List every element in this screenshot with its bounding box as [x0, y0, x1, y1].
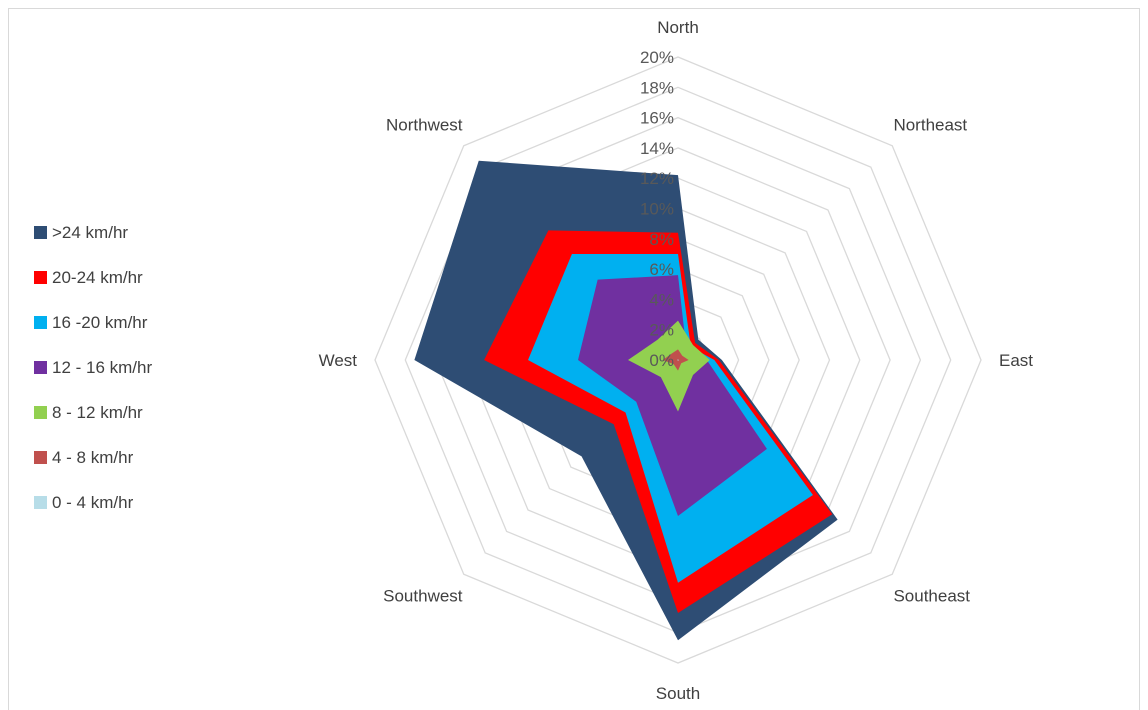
legend-item: 8 - 12 km/hr — [34, 390, 254, 435]
tick-label: 14% — [640, 139, 674, 158]
tick-label: 6% — [649, 260, 674, 279]
legend-swatch — [34, 271, 47, 284]
series-area-4 — [628, 320, 710, 412]
direction-label-northwest: Northwest — [386, 116, 463, 135]
legend: >24 km/hr 20-24 km/hr 16 -20 km/hr 12 - 16 … — [34, 210, 254, 525]
direction-label-north: North — [657, 18, 699, 37]
legend-label: 12 - 16 km/hr — [52, 357, 153, 377]
radial-tick-labels: 0% 2% 4% 6% 8% 10% 12% 14% 16% 18% 20% — [640, 48, 674, 370]
legend-label: 8 - 12 km/hr — [52, 402, 143, 422]
legend-label: >24 km/hr — [52, 222, 129, 242]
legend-label: 0 - 4 km/hr — [52, 492, 134, 512]
tick-label: 16% — [640, 109, 674, 128]
direction-label-southeast: Southeast — [893, 586, 970, 605]
legend-item: >24 km/hr — [34, 210, 254, 255]
series-area-6 — [677, 359, 679, 361]
legend-item: 20-24 km/hr — [34, 255, 254, 300]
legend-swatch — [34, 451, 47, 464]
legend-label: 4 - 8 km/hr — [52, 447, 134, 467]
tick-label: 12% — [640, 169, 674, 188]
legend-swatch — [34, 226, 47, 239]
tick-label: 10% — [640, 200, 674, 219]
tick-label: 0% — [649, 351, 674, 370]
direction-labels: North Northeast East Southeast South Southwes… — [319, 18, 1034, 703]
direction-label-southwest: Southwest — [383, 586, 463, 605]
legend-swatch — [34, 316, 47, 329]
tick-label: 20% — [640, 48, 674, 67]
direction-label-east: East — [999, 351, 1033, 370]
legend-item: 16 -20 km/hr — [34, 300, 254, 345]
legend-item: 0 - 4 km/hr — [34, 480, 254, 525]
direction-label-west: West — [319, 351, 358, 370]
tick-label: 2% — [649, 321, 674, 340]
legend-item: 12 - 16 km/hr — [34, 345, 254, 390]
chart-area — [8, 8, 1140, 710]
series-area-5 — [662, 349, 689, 371]
legend-label: 16 -20 km/hr — [52, 312, 148, 332]
tick-label: 8% — [649, 230, 674, 249]
tick-label: 4% — [649, 290, 674, 309]
direction-label-northeast: Northeast — [893, 116, 967, 135]
legend-swatch — [34, 361, 47, 374]
legend-item: 4 - 8 km/hr — [34, 435, 254, 480]
legend-label: 20-24 km/hr — [52, 267, 143, 287]
legend-swatch — [34, 496, 47, 509]
grid-ring — [374, 56, 982, 664]
legend-swatch — [34, 406, 47, 419]
tick-label: 18% — [640, 78, 674, 97]
direction-label-south: South — [656, 684, 700, 703]
series-area-group — [414, 160, 838, 641]
